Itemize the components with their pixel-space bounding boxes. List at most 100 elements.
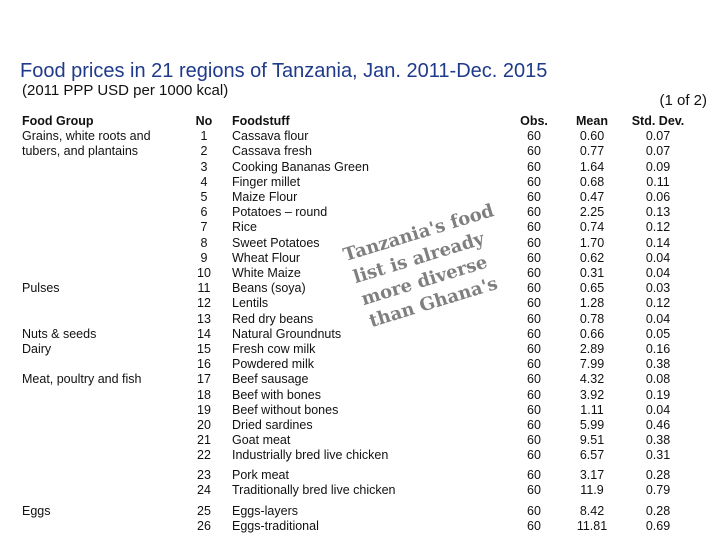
- observations-value: 60: [527, 433, 541, 448]
- std-dev-value: 0.28: [645, 504, 671, 518]
- mean-value: 8.42: [579, 504, 605, 518]
- row-number: 10: [197, 266, 211, 280]
- foodstuff-name: Sweet Potatoes: [232, 235, 320, 250]
- observations-value: 60: [527, 266, 541, 280]
- foodstuff-name: Lentils: [232, 296, 269, 311]
- observations-value: 60: [527, 250, 541, 265]
- mean-value: 0.65: [579, 281, 605, 296]
- observations-value: 60: [527, 482, 541, 497]
- mean-header: Mean: [576, 114, 608, 128]
- slide-subtitle: (2011 PPP USD per 1000 kcal): [22, 82, 229, 99]
- row-number: 16: [197, 357, 211, 372]
- mean-column: Mean 0.60 0.77 1.64 0.68 0.47 2.25 0.74 1.70 0.6…: [566, 114, 618, 533]
- foodstuff-name: Eggs-traditional: [232, 519, 319, 534]
- std-dev-value: 0.12: [645, 296, 671, 311]
- std-dev-value: 0.46: [645, 418, 671, 432]
- std-dev-value: 0.11: [646, 174, 670, 189]
- std-dev-value: 0.03: [645, 281, 671, 296]
- mean-value: 1.70: [579, 235, 605, 250]
- row-number: 15: [197, 342, 211, 356]
- foodstuff-header: Foodstuff: [232, 114, 290, 128]
- std-dev-value: 0.38: [645, 433, 671, 448]
- mean-value: 11.9: [580, 482, 604, 497]
- mean-value: 0.60: [579, 129, 605, 144]
- observations-value: 60: [527, 448, 541, 463]
- foodstuff-name: Eggs-layers: [232, 504, 298, 518]
- std-dev-value: 0.12: [645, 220, 671, 235]
- row-number: 14: [197, 326, 211, 341]
- std-dev-value: 0.04: [645, 402, 671, 417]
- observations-value: 60: [527, 205, 541, 220]
- observations-value: 60: [527, 159, 541, 174]
- row-number: 9: [200, 250, 208, 265]
- observations-value: 60: [527, 311, 541, 326]
- std-dev-value: 0.16: [645, 342, 671, 356]
- observations-value: 60: [527, 235, 541, 250]
- foodstuff-name: Dried sardines: [232, 418, 313, 432]
- mean-value: 0.31: [579, 266, 605, 280]
- foodstuff-name: Rice: [232, 220, 258, 235]
- slide-title: Food prices in 21 regions of Tanzania, J…: [20, 60, 548, 82]
- foodstuff-name: Red dry beans: [232, 311, 314, 326]
- row-number: 23: [197, 467, 211, 482]
- std-dev-value: 0.04: [645, 311, 671, 326]
- observations-value: 60: [527, 504, 541, 518]
- row-number: 18: [197, 387, 211, 402]
- observations-value: 60: [527, 220, 541, 235]
- food-group-label: tubers, and plantains: [22, 144, 139, 159]
- row-number: 20: [197, 418, 211, 432]
- row-number: 24: [197, 482, 211, 497]
- std-dev-value: 0.14: [645, 235, 671, 250]
- row-number: 7: [200, 220, 208, 235]
- mean-value: 1.64: [579, 159, 605, 174]
- mean-value: 6.57: [579, 448, 605, 463]
- row-number: 21: [197, 433, 211, 448]
- row-number: 11: [197, 281, 211, 296]
- observations-value: 60: [527, 402, 541, 417]
- foodstuff-name: Beans (soya): [232, 281, 306, 296]
- mean-value: 0.77: [579, 144, 605, 159]
- observations-value: 60: [527, 387, 541, 402]
- std-dev-value: 0.28: [645, 467, 671, 482]
- row-number: 2: [200, 144, 208, 159]
- std-dev-value: 0.38: [645, 357, 671, 372]
- observations-value: 60: [527, 467, 541, 482]
- std-dev-value: 0.04: [645, 250, 671, 265]
- foodstuff-name: Wheat Flour: [232, 250, 301, 265]
- std-dev-value: 0.31: [645, 448, 671, 463]
- food-group-label: Pulses: [22, 281, 60, 296]
- food-group-label: Eggs: [22, 504, 51, 518]
- observations-value: 60: [527, 357, 541, 372]
- std-dev-column: Std. Dev. 0.07 0.07 0.09 0.11 0.06 0.13 0.12 0.…: [622, 114, 694, 533]
- foodstuff-name: Powdered milk: [232, 357, 314, 372]
- mean-value: 11.81: [576, 519, 608, 534]
- mean-value: 0.66: [579, 326, 605, 341]
- mean-value: 9.51: [579, 433, 605, 448]
- std-dev-header: Std. Dev.: [631, 114, 685, 128]
- observations-value: 60: [527, 519, 541, 534]
- observations-value: 60: [527, 129, 541, 144]
- observations-value: 60: [527, 144, 541, 159]
- std-dev-value: 0.09: [645, 159, 671, 174]
- food-group-label: Meat, poultry and fish: [22, 372, 142, 387]
- row-number: 22: [197, 448, 211, 463]
- foodstuff-name: Potatoes – round: [232, 205, 328, 220]
- std-dev-value: 0.19: [645, 387, 671, 402]
- foodstuff-name: Industrially bred live chicken: [232, 448, 389, 463]
- row-number: 1: [200, 129, 208, 144]
- foodstuff-column: Foodstuff Cassava flour Cassava fresh Cook…: [232, 114, 396, 533]
- row-number: 6: [200, 205, 208, 220]
- foodstuff-name: Traditionally bred live chicken: [232, 482, 396, 497]
- mean-value: 0.78: [579, 311, 605, 326]
- number-column: No 1 2 3 4 5 6 7 8 9 10 11 12 13 14 15 16 17 18 19 20 21 22 23…: [190, 114, 218, 533]
- mean-value: 4.32: [579, 372, 605, 387]
- observations-value: 60: [527, 296, 541, 311]
- std-dev-value: 0.06: [645, 190, 671, 204]
- foodstuff-name: Natural Groundnuts: [232, 326, 342, 341]
- observations-value: 60: [527, 372, 541, 387]
- food-group-header: Food Group: [22, 114, 94, 128]
- food-group-label: Nuts & seeds: [22, 326, 97, 341]
- std-dev-value: 0.07: [645, 129, 671, 144]
- observations-value: 60: [527, 418, 541, 432]
- foodstuff-name: Cassava flour: [232, 129, 309, 144]
